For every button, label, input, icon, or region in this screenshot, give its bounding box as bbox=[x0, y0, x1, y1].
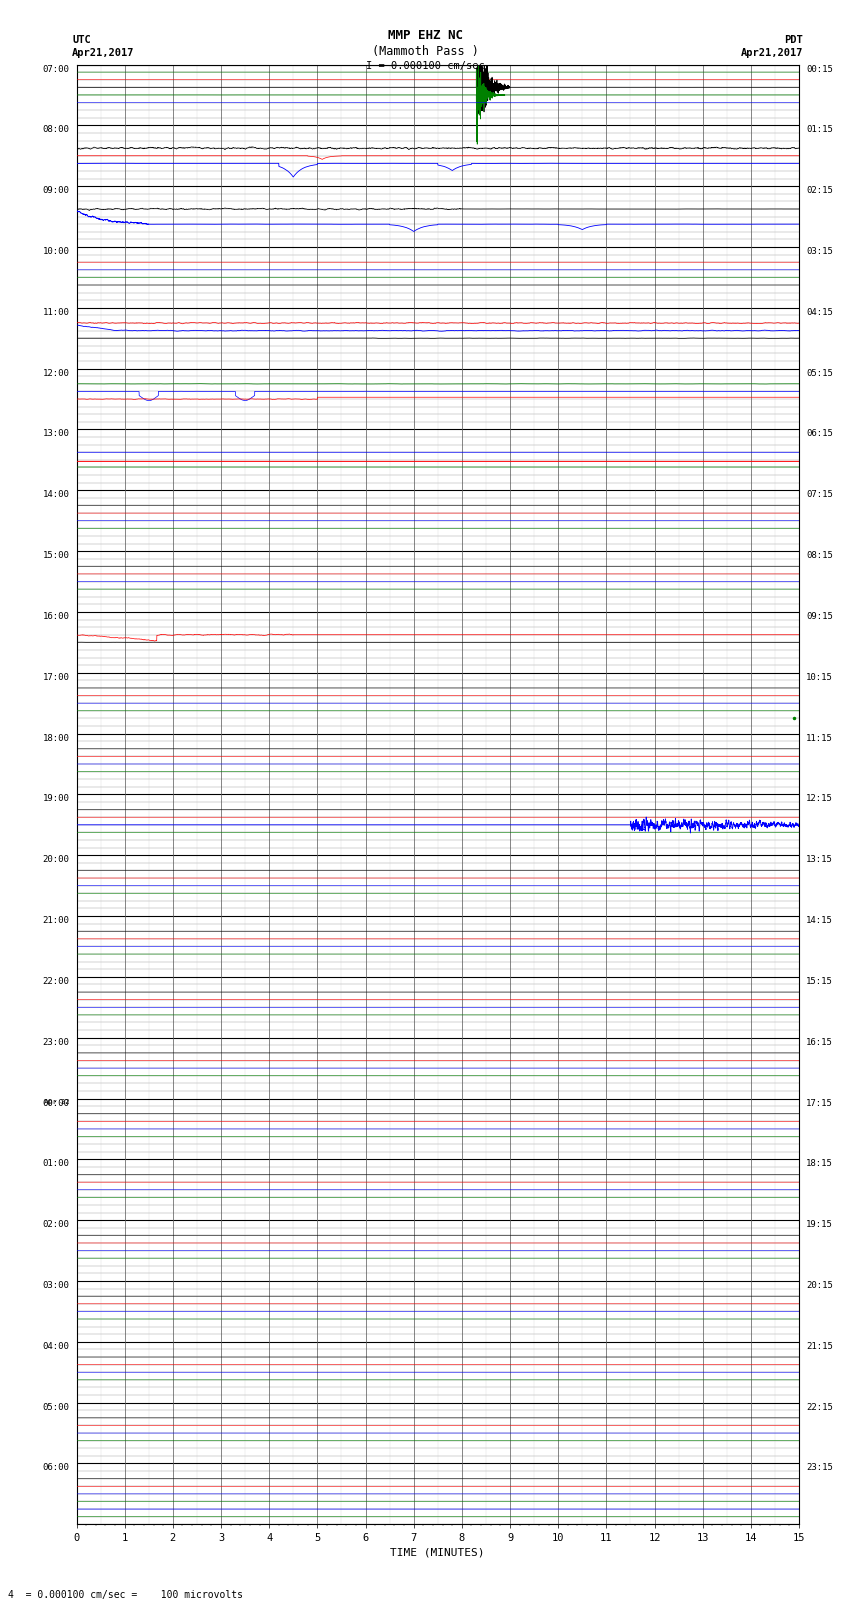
Text: 20:00: 20:00 bbox=[42, 855, 70, 865]
Text: 02:15: 02:15 bbox=[806, 185, 833, 195]
Text: 16:15: 16:15 bbox=[806, 1037, 833, 1047]
Text: 10:00: 10:00 bbox=[42, 247, 70, 256]
Text: Apr21,2017: Apr21,2017 bbox=[72, 48, 135, 58]
Text: 19:15: 19:15 bbox=[806, 1219, 833, 1229]
Text: 07:00: 07:00 bbox=[42, 65, 70, 74]
Text: 01:00: 01:00 bbox=[42, 1160, 70, 1168]
Text: 00:00: 00:00 bbox=[42, 1098, 70, 1108]
Text: 05:00: 05:00 bbox=[42, 1403, 70, 1411]
Text: 22:00: 22:00 bbox=[42, 977, 70, 986]
Text: 20:15: 20:15 bbox=[806, 1281, 833, 1290]
Text: 22:15: 22:15 bbox=[806, 1403, 833, 1411]
Text: 05:15: 05:15 bbox=[806, 369, 833, 377]
Text: Apr21,2017: Apr21,2017 bbox=[740, 48, 803, 58]
Text: 14:15: 14:15 bbox=[806, 916, 833, 924]
Text: 15:15: 15:15 bbox=[806, 977, 833, 986]
Text: 19:00: 19:00 bbox=[42, 795, 70, 803]
X-axis label: TIME (MINUTES): TIME (MINUTES) bbox=[390, 1547, 485, 1558]
Text: (Mammoth Pass ): (Mammoth Pass ) bbox=[371, 45, 479, 58]
Text: 11:00: 11:00 bbox=[42, 308, 70, 316]
Text: 17:15: 17:15 bbox=[806, 1098, 833, 1108]
Text: 00:15: 00:15 bbox=[806, 65, 833, 74]
Text: 13:00: 13:00 bbox=[42, 429, 70, 439]
Text: 23:15: 23:15 bbox=[806, 1463, 833, 1473]
Text: 4  = 0.000100 cm/sec =    100 microvolts: 4 = 0.000100 cm/sec = 100 microvolts bbox=[8, 1590, 243, 1600]
Text: PDT: PDT bbox=[785, 35, 803, 45]
Text: 01:15: 01:15 bbox=[806, 126, 833, 134]
Text: 02:00: 02:00 bbox=[42, 1219, 70, 1229]
Text: 10:15: 10:15 bbox=[806, 673, 833, 682]
Text: I = 0.000100 cm/sec: I = 0.000100 cm/sec bbox=[366, 61, 484, 71]
Text: 17:00: 17:00 bbox=[42, 673, 70, 682]
Text: 16:00: 16:00 bbox=[42, 611, 70, 621]
Text: 04:15: 04:15 bbox=[806, 308, 833, 316]
Text: 08:15: 08:15 bbox=[806, 552, 833, 560]
Text: 09:00: 09:00 bbox=[42, 185, 70, 195]
Text: 21:15: 21:15 bbox=[806, 1342, 833, 1350]
Text: 06:00: 06:00 bbox=[42, 1463, 70, 1473]
Text: 12:15: 12:15 bbox=[806, 795, 833, 803]
Text: 04:00: 04:00 bbox=[42, 1342, 70, 1350]
Text: 11:15: 11:15 bbox=[806, 734, 833, 742]
Text: 06:15: 06:15 bbox=[806, 429, 833, 439]
Text: 21:00: 21:00 bbox=[42, 916, 70, 924]
Text: 18:15: 18:15 bbox=[806, 1160, 833, 1168]
Text: 03:15: 03:15 bbox=[806, 247, 833, 256]
Text: 03:00: 03:00 bbox=[42, 1281, 70, 1290]
Text: 09:15: 09:15 bbox=[806, 611, 833, 621]
Text: 07:15: 07:15 bbox=[806, 490, 833, 500]
Text: Apr 22: Apr 22 bbox=[44, 1098, 70, 1111]
Text: 15:00: 15:00 bbox=[42, 552, 70, 560]
Text: UTC: UTC bbox=[72, 35, 91, 45]
Text: 23:00: 23:00 bbox=[42, 1037, 70, 1047]
Text: 13:15: 13:15 bbox=[806, 855, 833, 865]
Text: 08:00: 08:00 bbox=[42, 126, 70, 134]
Text: 18:00: 18:00 bbox=[42, 734, 70, 742]
Text: MMP EHZ NC: MMP EHZ NC bbox=[388, 29, 462, 42]
Text: 14:00: 14:00 bbox=[42, 490, 70, 500]
Text: 12:00: 12:00 bbox=[42, 369, 70, 377]
